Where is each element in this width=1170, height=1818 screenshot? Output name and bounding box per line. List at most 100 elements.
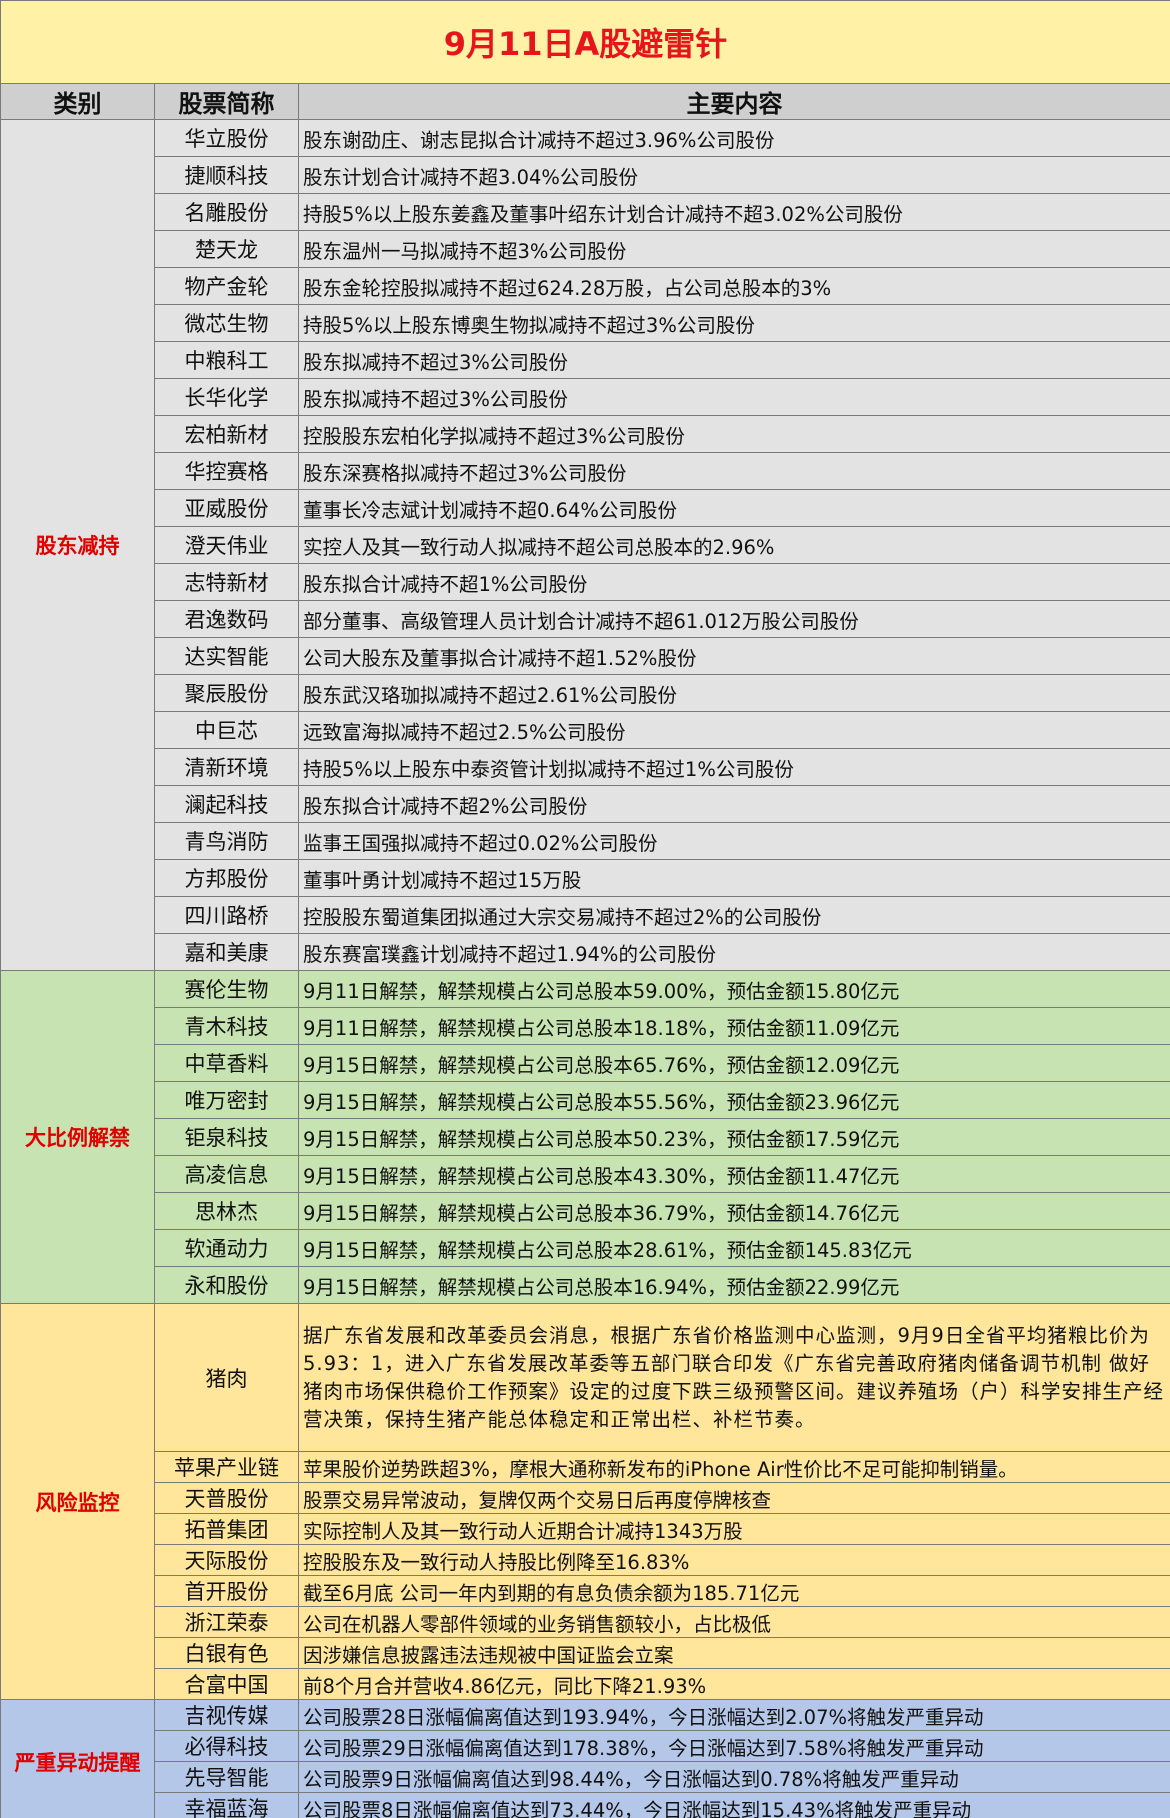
stock-name: 中粮科工: [154, 341, 299, 379]
table-row: 清新环境 持股5%以上股东中泰资管计划拟减持不超过1%公司股份: [1, 748, 1170, 786]
content: 股东拟减持不超过3%公司股份: [298, 378, 1170, 416]
content: 股东谢劭庄、谢志昆拟合计减持不超过3.96%公司股份: [298, 119, 1170, 157]
stock-name: 浙江荣泰: [154, 1606, 299, 1638]
content: 9月15日解禁，解禁规模占公司总股本65.76%，预估金额12.09亿元: [298, 1044, 1170, 1082]
table-row: 必得科技 公司股票29日涨幅偏离值达到178.38%，今日涨幅达到7.58%将触发…: [1, 1730, 1170, 1762]
table-row: 澄天伟业 实控人及其一致行动人拟减持不超公司总股本的2.96%: [1, 526, 1170, 564]
table-row: 拓普集团 实际控制人及其一致行动人近期合计减持1343万股: [1, 1513, 1170, 1545]
table-row: 首开股份 截至6月底 公司一年内到期的有息负债余额为185.71亿元: [1, 1575, 1170, 1607]
table-row: 大比例解禁 赛伦生物 9月11日解禁，解禁规模占公司总股本59.00%，预估金额15…: [0, 970, 1170, 1304]
content: 控股股东宏柏化学拟减持不超过3%公司股份: [298, 415, 1170, 453]
title-row: 9月11日A股避雷针: [0, 0, 1170, 84]
stock-name: 宏柏新材: [154, 415, 299, 453]
stock-name: 先导智能: [154, 1761, 299, 1793]
table-row: 达实智能 公司大股东及董事拟合计减持不超1.52%股份: [1, 637, 1170, 675]
content: 股东深赛格拟减持不超过3%公司股份: [298, 452, 1170, 490]
table-row: 中草香料 9月15日解禁，解禁规模占公司总股本65.76%，预估金额12.09亿元: [1, 1044, 1170, 1082]
content: 控股股东及一致行动人持股比例降至16.83%: [298, 1544, 1170, 1576]
table-row: 微芯生物 持股5%以上股东博奥生物拟减持不超过3%公司股份: [1, 304, 1170, 342]
table-row: 物产金轮 股东金轮控股拟减持不超过624.28万股，占公司总股本的3%: [1, 267, 1170, 305]
content: 公司在机器人零部件领域的业务销售额较小，占比极低: [298, 1606, 1170, 1638]
stock-name: 达实智能: [154, 637, 299, 675]
table-row: 亚威股份 董事长冷志斌计划减持不超0.64%公司股份: [1, 489, 1170, 527]
stock-name: 澄天伟业: [154, 526, 299, 564]
content: 股东拟减持不超过3%公司股份: [298, 341, 1170, 379]
table-row: 严重异动提醒 吉视传媒 公司股票28日涨幅偏离值达到193.94%，今日涨幅达到2.…: [0, 1699, 1170, 1818]
table-row: 中巨芯 远致富海拟减持不超过2.5%公司股份: [1, 711, 1170, 749]
stock-name: 名雕股份: [154, 193, 299, 231]
content: 据广东省发展和改革委员会消息，根据广东省价格监测中心监测，9月9日全省平均猪粮比…: [298, 1303, 1170, 1452]
content: 持股5%以上股东中泰资管计划拟减持不超过1%公司股份: [298, 748, 1170, 786]
stock-name: 华控赛格: [154, 452, 299, 490]
content: 公司股票8日涨幅偏离值达到73.44%，今日涨幅达到15.43%将触发严重异动: [298, 1792, 1170, 1818]
table-row: 浙江荣泰 公司在机器人零部件领域的业务销售额较小，占比极低: [1, 1606, 1170, 1638]
table-row: 钜泉科技 9月15日解禁，解禁规模占公司总股本50.23%，预估金额17.59亿元: [1, 1118, 1170, 1156]
table-row: 宏柏新材 控股股东宏柏化学拟减持不超过3%公司股份: [1, 415, 1170, 453]
table-row: 幸福蓝海 公司股票8日涨幅偏离值达到73.44%，今日涨幅达到15.43%将触发严…: [1, 1792, 1170, 1818]
table-row: 长华化学 股东拟减持不超过3%公司股份: [1, 378, 1170, 416]
content: 9月11日解禁，解禁规模占公司总股本18.18%，预估金额11.09亿元: [298, 1007, 1170, 1045]
content: 股东拟合计减持不超2%公司股份: [298, 785, 1170, 823]
table-row: 软通动力 9月15日解禁，解禁规模占公司总股本28.61%，预估金额145.83亿…: [1, 1229, 1170, 1267]
stock-name: 赛伦生物: [154, 970, 299, 1008]
content: 公司大股东及董事拟合计减持不超1.52%股份: [298, 637, 1170, 675]
content: 前8个月合并营收4.86亿元，同比下降21.93%: [298, 1668, 1170, 1700]
table-row: 方邦股份 董事叶勇计划减持不超过15万股: [1, 859, 1170, 897]
content: 9月15日解禁，解禁规模占公司总股本28.61%，预估金额145.83亿元: [298, 1229, 1170, 1267]
table-row: 楚天龙 股东温州一马拟减持不超3%公司股份: [1, 230, 1170, 268]
table-row: 名雕股份 持股5%以上股东姜鑫及董事叶绍东计划合计减持不超3.02%公司股份: [1, 193, 1170, 231]
content: 9月15日解禁，解禁规模占公司总股本36.79%，预估金额14.76亿元: [298, 1192, 1170, 1230]
stock-name: 四川路桥: [154, 896, 299, 934]
table-row: 风险监控 猪肉 据广东省发展和改革委员会消息，根据广东省价格监测中心监测，9月9日全…: [0, 1303, 1170, 1700]
stock-name: 永和股份: [154, 1266, 299, 1304]
stock-name: 青木科技: [154, 1007, 299, 1045]
content: 董事叶勇计划减持不超过15万股: [298, 859, 1170, 897]
content: 9月11日解禁，解禁规模占公司总股本59.00%，预估金额15.80亿元: [298, 970, 1170, 1008]
category-cell: 股东减持: [0, 119, 155, 971]
stock-name: 聚辰股份: [154, 674, 299, 712]
stock-name: 幸福蓝海: [154, 1792, 299, 1818]
stock-name: 合富中国: [154, 1668, 299, 1700]
content: 公司股票29日涨幅偏离值达到178.38%，今日涨幅达到7.58%将触发严重异动: [298, 1730, 1170, 1762]
content: 股票交易异常波动，复牌仅两个交易日后再度停牌核查: [298, 1482, 1170, 1514]
content: 公司股票28日涨幅偏离值达到193.94%，今日涨幅达到2.07%将触发严重异动: [298, 1699, 1170, 1731]
content: 截至6月底 公司一年内到期的有息负债余额为185.71亿元: [298, 1575, 1170, 1607]
stock-name: 天际股份: [154, 1544, 299, 1576]
table-row: 天普股份 股票交易异常波动，复牌仅两个交易日后再度停牌核查: [1, 1482, 1170, 1514]
stock-name: 华立股份: [154, 119, 299, 157]
stock-name: 天普股份: [154, 1482, 299, 1514]
table-row: 君逸数码 部分董事、高级管理人员计划合计减持不超61.012万股公司股份: [1, 600, 1170, 638]
stock-name: 苹果产业链: [154, 1451, 299, 1483]
stock-name: 青鸟消防: [154, 822, 299, 860]
content: 因涉嫌信息披露违法违规被中国证监会立案: [298, 1637, 1170, 1669]
stock-name: 长华化学: [154, 378, 299, 416]
content: 控股股东蜀道集团拟通过大宗交易减持不超过2%的公司股份: [298, 896, 1170, 934]
category-cell: 风险监控: [0, 1303, 155, 1700]
content: 董事长冷志斌计划减持不超0.64%公司股份: [298, 489, 1170, 527]
table-row: 高凌信息 9月15日解禁，解禁规模占公司总股本43.30%，预估金额11.47亿元: [1, 1155, 1170, 1193]
stock-name: 亚威股份: [154, 489, 299, 527]
stock-name: 首开股份: [154, 1575, 299, 1607]
stock-name: 中草香料: [154, 1044, 299, 1082]
table-row: 先导智能 公司股票9日涨幅偏离值达到98.44%，今日涨幅达到0.78%将触发严重…: [1, 1761, 1170, 1793]
stock-name: 白银有色: [154, 1637, 299, 1669]
content: 股东赛富璞鑫计划减持不超过1.94%的公司股份: [298, 933, 1170, 971]
table-row: 华控赛格 股东深赛格拟减持不超过3%公司股份: [1, 452, 1170, 490]
table-row: 思林杰 9月15日解禁，解禁规模占公司总股本36.79%，预估金额14.76亿元: [1, 1192, 1170, 1230]
content: 9月15日解禁，解禁规模占公司总股本16.94%，预估金额22.99亿元: [298, 1266, 1170, 1304]
table-row: 青鸟消防 监事王国强拟减持不超过0.02%公司股份: [1, 822, 1170, 860]
content: 持股5%以上股东博奥生物拟减持不超过3%公司股份: [298, 304, 1170, 342]
content: 监事王国强拟减持不超过0.02%公司股份: [298, 822, 1170, 860]
table-row: 股东减持 华立股份 股东谢劭庄、谢志昆拟合计减持不超过3.96%公司股份: [0, 119, 1170, 971]
content: 股东金轮控股拟减持不超过624.28万股，占公司总股本的3%: [298, 267, 1170, 305]
stock-name: 微芯生物: [154, 304, 299, 342]
stock-name: 思林杰: [154, 1192, 299, 1230]
title: 9月11日A股避雷针: [0, 0, 1170, 84]
stock-name: 楚天龙: [154, 230, 299, 268]
content: 实际控制人及其一致行动人近期合计减持1343万股: [298, 1513, 1170, 1545]
content: 9月15日解禁，解禁规模占公司总股本43.30%，预估金额11.47亿元: [298, 1155, 1170, 1193]
stock-name: 清新环境: [154, 748, 299, 786]
table-row: 永和股份 9月15日解禁，解禁规模占公司总股本16.94%，预估金额22.99亿元: [1, 1266, 1170, 1304]
